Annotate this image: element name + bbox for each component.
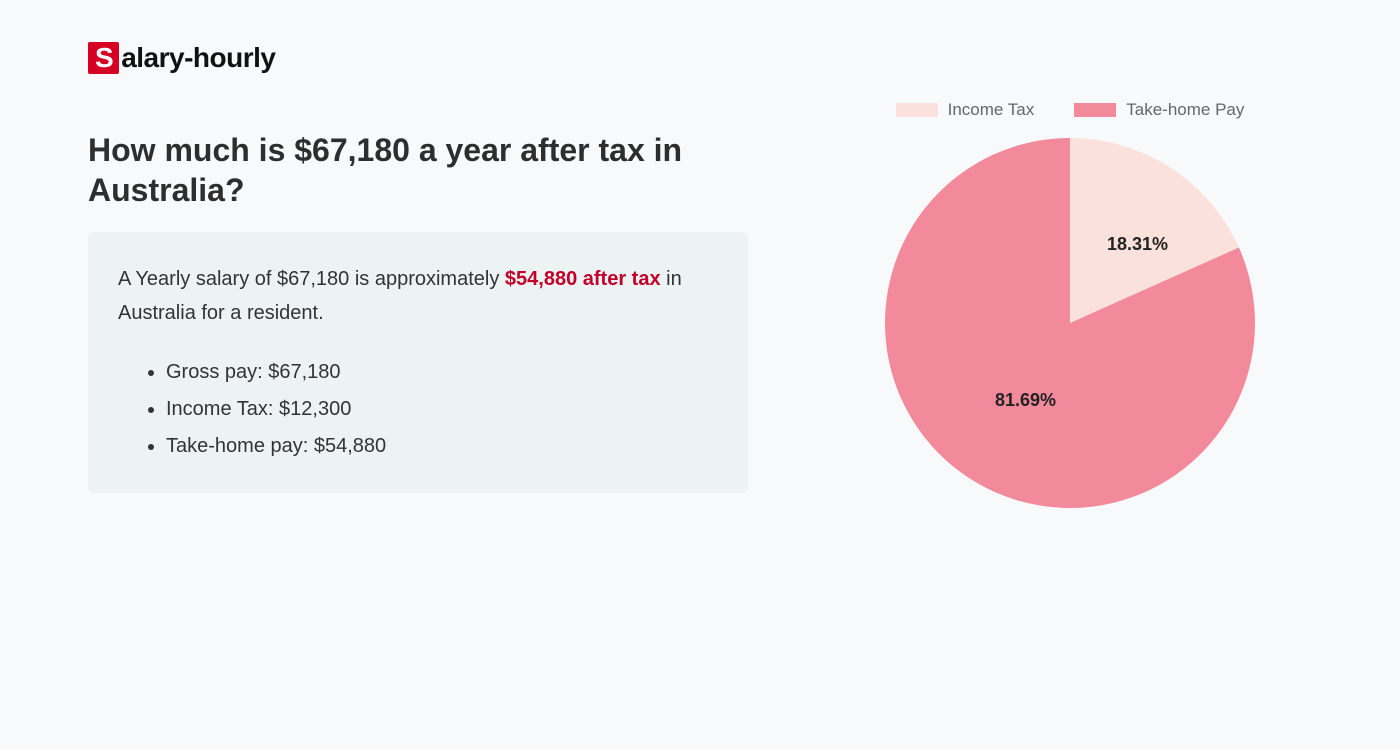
legend-item-income-tax: Income Tax bbox=[896, 100, 1035, 120]
chart-legend: Income Tax Take-home Pay bbox=[830, 100, 1310, 120]
legend-swatch bbox=[896, 103, 938, 117]
list-item: Take-home pay: $54,880 bbox=[166, 428, 718, 465]
summary-lead-before: A Yearly salary of $67,180 is approximat… bbox=[118, 268, 505, 290]
legend-label: Income Tax bbox=[948, 100, 1035, 120]
summary-box: A Yearly salary of $67,180 is approximat… bbox=[88, 232, 748, 493]
slice-label-take-home: 81.69% bbox=[995, 390, 1056, 411]
summary-list: Gross pay: $67,180 Income Tax: $12,300 T… bbox=[118, 354, 718, 465]
pie-chart-area: Income Tax Take-home Pay 18.31% 81.69% bbox=[830, 100, 1310, 508]
slice-label-income-tax: 18.31% bbox=[1107, 234, 1168, 255]
legend-swatch bbox=[1074, 103, 1116, 117]
list-item: Income Tax: $12,300 bbox=[166, 391, 718, 428]
page-title: How much is $67,180 a year after tax in … bbox=[88, 130, 728, 210]
list-item: Gross pay: $67,180 bbox=[166, 354, 718, 391]
legend-label: Take-home Pay bbox=[1126, 100, 1244, 120]
logo-rest: alary-hourly bbox=[121, 42, 275, 74]
pie-svg bbox=[885, 138, 1255, 508]
site-logo: Salary-hourly bbox=[88, 42, 275, 74]
logo-badge: S bbox=[88, 42, 119, 74]
summary-lead: A Yearly salary of $67,180 is approximat… bbox=[118, 262, 718, 330]
pie-chart: 18.31% 81.69% bbox=[885, 138, 1255, 508]
legend-item-take-home: Take-home Pay bbox=[1074, 100, 1244, 120]
summary-highlight: $54,880 after tax bbox=[505, 268, 661, 290]
